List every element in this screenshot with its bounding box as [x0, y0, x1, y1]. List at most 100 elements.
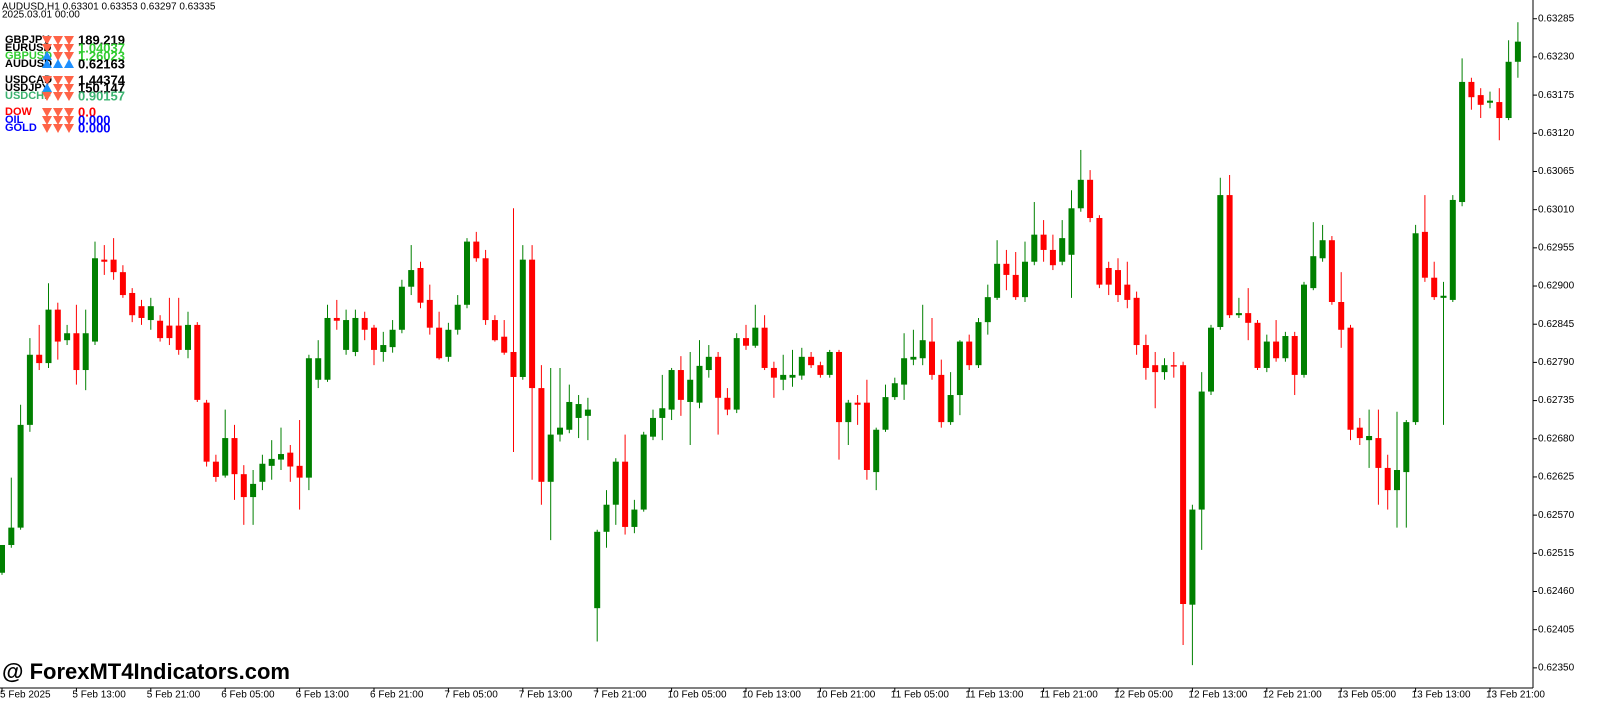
candle-body	[631, 509, 638, 527]
trend-arrow	[64, 116, 74, 125]
candle-body	[1068, 208, 1075, 255]
candle-body	[845, 402, 852, 423]
candle-body	[101, 259, 108, 262]
x-tick-label: 5 Feb 13:00	[72, 690, 126, 701]
candle-body	[901, 358, 908, 385]
candle-body	[966, 341, 973, 366]
trend-arrow	[42, 92, 52, 101]
candle-body	[622, 461, 629, 527]
candle-body	[482, 258, 489, 321]
candle-body	[1487, 100, 1493, 103]
trend-arrow	[42, 76, 52, 85]
chart-subtitle: 2025.03.01 00:00	[2, 10, 80, 21]
candle-body	[668, 370, 675, 410]
candle-body	[715, 356, 722, 398]
x-tick-label: 12 Feb 13:00	[1188, 690, 1247, 701]
trend-arrow	[42, 108, 52, 117]
candle-body	[1421, 231, 1428, 278]
symbol-label: USDCHF	[5, 90, 51, 102]
x-tick-label: 12 Feb 05:00	[1114, 690, 1173, 701]
symbol-label: GOLD	[5, 122, 37, 134]
symbol-value: 0.0	[78, 104, 96, 119]
candle-body	[529, 259, 536, 389]
candle-body	[1310, 256, 1317, 289]
candle-body	[426, 299, 433, 328]
candle-body	[1217, 195, 1224, 327]
symbol-label: GBPUSD	[5, 50, 52, 62]
candle-body	[1384, 467, 1391, 491]
x-tick-label: 7 Feb 21:00	[593, 690, 647, 701]
candle-body	[743, 338, 749, 346]
candle-body	[1254, 322, 1261, 368]
x-tick-label: 13 Feb 21:00	[1486, 690, 1545, 701]
candle-body	[1375, 438, 1382, 468]
axes: 0.63285 0.63230 0.63175 0.63120 0.63065 0.630…	[0, 13, 1575, 700]
candle-body	[1077, 179, 1084, 209]
candle-body	[175, 325, 182, 350]
candle-body	[185, 324, 191, 350]
y-tick-label: 0.62405	[1538, 624, 1575, 635]
x-tick-label: 13 Feb 05:00	[1337, 690, 1396, 701]
candle-body	[1031, 234, 1038, 262]
candle-body	[1394, 470, 1400, 491]
trend-arrow	[64, 124, 74, 133]
candle-body	[854, 402, 861, 405]
trend-arrow	[53, 52, 63, 61]
symbol-label: AUDUSD	[5, 58, 52, 70]
y-tick-label: 0.63010	[1538, 204, 1575, 215]
candle-body	[1226, 195, 1233, 316]
candle-body	[1449, 199, 1456, 300]
y-tick-label: 0.63065	[1538, 166, 1575, 177]
candle-body	[1459, 81, 1466, 203]
candle-body	[1170, 365, 1177, 367]
candle-body	[389, 329, 396, 348]
candle-body	[1496, 102, 1503, 119]
candle-body	[231, 438, 238, 475]
x-tick-label: 7 Feb 13:00	[519, 690, 573, 701]
trend-arrow	[42, 51, 52, 60]
candle-body	[64, 333, 71, 341]
candle-body	[1003, 263, 1010, 275]
y-tick-label: 0.62790	[1538, 357, 1575, 368]
y-tick-label: 0.62845	[1538, 319, 1575, 330]
candle-body	[584, 409, 591, 416]
candle-body	[417, 267, 424, 303]
candle-body	[1263, 341, 1270, 368]
candle-body	[1301, 284, 1307, 375]
x-tick-label: 13 Feb 13:00	[1412, 690, 1471, 701]
candle-body	[454, 304, 461, 330]
y-tick-label: 0.63285	[1538, 13, 1575, 24]
candle-body	[73, 333, 80, 371]
candle-body	[203, 402, 210, 462]
candles	[0, 22, 1521, 666]
symbol-label: DOW	[5, 106, 33, 118]
candle-body	[166, 325, 173, 339]
candle-body	[1319, 240, 1326, 259]
trend-arrow	[42, 116, 52, 125]
candle-body	[464, 241, 470, 305]
candle-body	[45, 309, 52, 364]
y-tick-label: 0.62735	[1538, 395, 1575, 406]
symbol-value: 189.219	[78, 32, 125, 47]
candle-body	[1189, 509, 1196, 605]
symbol-value: 0.000	[78, 112, 111, 127]
candle-body	[1180, 365, 1187, 604]
candle-body	[380, 345, 387, 352]
x-tick-label: 11 Feb 13:00	[965, 690, 1024, 701]
candle-body	[54, 309, 61, 342]
candle-body	[1235, 313, 1242, 316]
candle-body	[212, 461, 219, 477]
candle-body	[1152, 365, 1159, 373]
candle-body	[1096, 217, 1103, 285]
y-tick-label: 0.62570	[1538, 510, 1575, 521]
candle-body	[1198, 391, 1205, 510]
candle-body	[1059, 238, 1066, 262]
candle-body	[371, 327, 377, 350]
candle-body	[1468, 81, 1475, 98]
candle-body	[1115, 270, 1121, 296]
trend-arrow	[42, 83, 52, 92]
candle-body	[1412, 233, 1419, 423]
candle-body	[1356, 427, 1363, 439]
candle-body	[287, 452, 294, 467]
